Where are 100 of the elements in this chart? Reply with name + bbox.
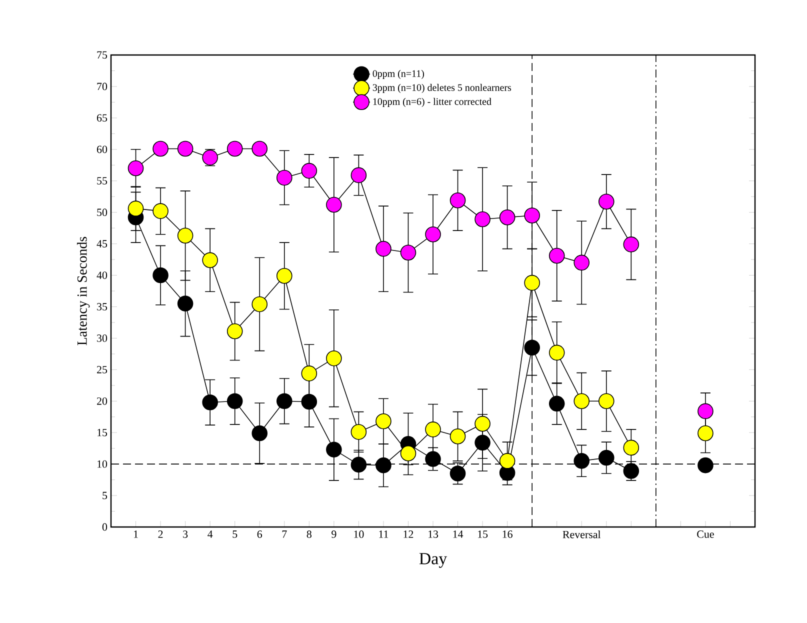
point [276,170,292,186]
point [301,394,318,410]
point [376,457,392,474]
point [226,140,243,157]
point [548,248,565,264]
y-tick-label: 0 [102,523,108,531]
y-tick-label: 15 [97,428,108,436]
x-tick-label: 14 [453,530,464,538]
point [499,209,516,226]
y-tick-label: 20 [97,397,108,405]
point [598,450,614,466]
x-tick-label: 9 [332,530,336,538]
y-tick-label: 40 [96,272,108,279]
point [202,394,218,410]
y-tick-label: 25 [97,366,108,374]
point [350,424,367,440]
y-tick-label: 35 [97,303,108,310]
point [598,194,614,210]
y-tick-label: 10 [97,460,108,468]
point [450,192,466,208]
point [128,160,144,176]
point [548,396,565,412]
point [252,140,268,157]
point [598,393,614,410]
point [425,451,441,467]
x-tick-label: 4 [208,530,213,538]
legend-label: 0ppm (n=11) [372,70,424,79]
x-tick-label: 5 [232,530,238,538]
point [574,453,590,469]
x-tick-label: 8 [306,530,312,538]
y-tick-label: 5 [102,492,108,500]
point [177,228,194,244]
point [623,463,640,479]
point [177,140,194,157]
x-tick-label: 6 [257,530,262,538]
point [623,440,640,456]
point [152,140,168,157]
x-tick-label: 12 [404,530,414,538]
x-tick-label: 15 [478,530,488,538]
y-tick-label: 70 [97,82,108,90]
x-tick-label: 16 [502,530,512,538]
point [301,366,318,382]
point [226,323,243,340]
point [524,208,540,224]
point [698,425,714,442]
legend-label: 10ppm (n=6) - litter corrected [373,98,492,107]
x-tick-label: Cue [697,530,714,538]
point [301,162,318,179]
point [326,350,342,366]
point [276,393,292,410]
point [252,296,268,312]
point [574,254,590,271]
y-tick-label: 65 [96,114,108,122]
y-tick-label: 60 [96,146,108,154]
point [276,268,292,284]
point [177,296,194,312]
point [474,416,490,432]
legend-label: 3ppm (n=10) deletes 5 nonlearners [372,84,512,93]
x-tick-label: 7 [282,530,287,538]
point [376,413,392,430]
point [450,466,466,482]
point [326,196,342,213]
y-tick-label: 75 [97,51,108,59]
point [252,425,268,442]
x-tick-label: 11 [379,530,388,538]
point [350,456,367,473]
x-tick-label: 10 [354,530,364,538]
point [499,453,516,469]
point [574,393,590,410]
x-tick-label: 3 [183,530,188,538]
point [524,274,540,291]
point [474,434,490,451]
point [400,244,416,261]
point [548,344,565,361]
y-axis-title: Latency in Seconds [76,236,90,346]
point [376,240,392,257]
y-tick-label: 50 [97,208,108,216]
point [226,393,243,410]
point [474,211,490,228]
x-tick-label: Reversal [562,530,601,538]
x-tick-label: 1 [134,530,138,538]
point [425,422,441,438]
point [326,442,342,458]
x-tick-label: 13 [428,530,438,538]
point [152,267,168,284]
y-tick-label: 45 [96,240,108,248]
point [698,457,714,474]
y-tick-label: 55 [97,177,108,185]
x-axis-title: Day [419,553,448,568]
point [524,340,540,356]
x-tick-label: 2 [158,530,163,538]
point [698,403,714,420]
point [202,252,218,268]
point [400,445,416,462]
point [152,203,168,219]
point [350,167,367,184]
point [450,428,466,444]
point [128,200,144,216]
point [623,236,640,252]
y-tick-label: 30 [97,334,108,342]
